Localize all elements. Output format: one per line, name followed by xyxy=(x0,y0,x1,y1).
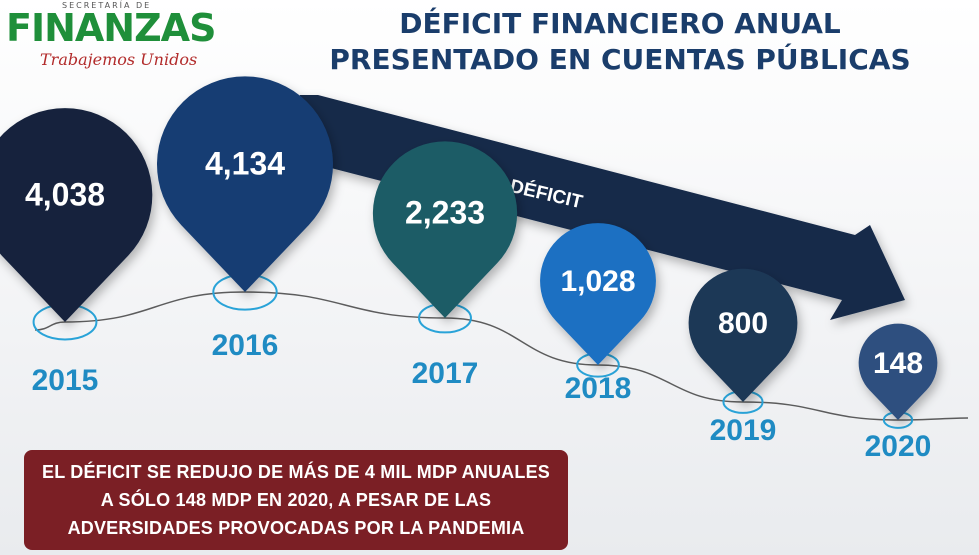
summary-note: EL DÉFICIT SE REDUJO DE MÁS DE 4 MIL MDP… xyxy=(24,450,568,550)
year-label: 2019 xyxy=(710,414,777,447)
logo-top-line: SECRETARÍA DE xyxy=(62,1,152,10)
data-marker xyxy=(372,141,518,318)
data-marker xyxy=(540,223,656,365)
data-marker xyxy=(688,268,798,402)
value-label: 4,134 xyxy=(205,145,285,181)
year-label: 2020 xyxy=(865,430,932,463)
logo-brand: FINANZAS xyxy=(6,6,216,50)
data-marker xyxy=(157,76,333,292)
timeline-curve xyxy=(34,291,969,421)
logo-slogan: Trabajemos Unidos xyxy=(40,50,198,69)
year-label: 2018 xyxy=(565,372,632,405)
value-label: 2,233 xyxy=(405,194,485,230)
value-label: 1,028 xyxy=(560,265,635,298)
value-label: 148 xyxy=(873,347,923,380)
value-label: 4,038 xyxy=(25,176,105,212)
year-label: 2016 xyxy=(212,329,279,362)
year-label: 2015 xyxy=(32,364,99,397)
page-title: DÉFICIT FINANCIERO ANUAL PRESENTADO EN C… xyxy=(329,7,911,76)
data-marker xyxy=(858,323,938,420)
summary-note-text: EL DÉFICIT SE REDUJO DE MÁS DE 4 MIL MDP… xyxy=(41,462,550,538)
data-marker xyxy=(0,108,153,322)
finanzas-logo: SECRETARÍA DE FINANZAS Trabajemos Unidos xyxy=(4,0,219,80)
value-label: 800 xyxy=(718,307,768,340)
year-label: 2017 xyxy=(412,357,479,390)
